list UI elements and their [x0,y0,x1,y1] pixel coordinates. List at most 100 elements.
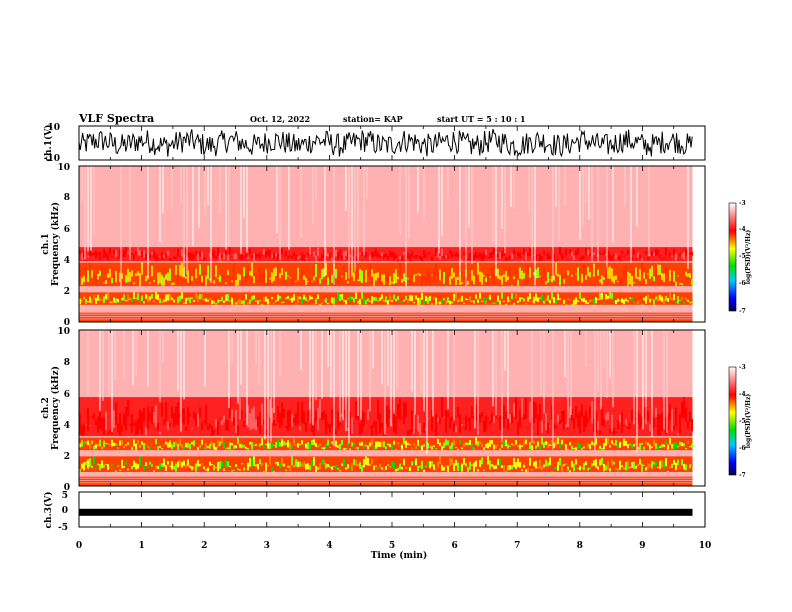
spec1-ytick-2: 2 [64,287,70,297]
spectrogram-cell [601,292,603,300]
spectrogram-cell [465,415,467,430]
spectrogram-cell [445,439,447,446]
spectrogram-cell [597,269,599,276]
spectrogram-cell [661,460,663,468]
spectrogram-cell [167,294,169,301]
spectrogram-cell [195,251,197,256]
spectrogram-cell [349,254,351,258]
spectrogram-cell [539,459,541,469]
spectrogram-cell [421,445,423,451]
spectrogram-cell [81,463,83,469]
spectrogram-cell [305,443,307,449]
spectrogram-cell [613,254,615,256]
spectrogram-cell [393,410,395,433]
spectrogram-cell [667,471,669,473]
spectrogram-cell [295,303,297,305]
spectrogram-cell [139,445,141,448]
spectrogram-cell [539,446,541,450]
spectrogram-cell [457,462,459,471]
spectrogram-cell [241,410,243,420]
spectrogram-cell [515,462,517,469]
spectrogram-cell [311,459,313,466]
ch1-ylabel: ch.1(V) [43,125,54,162]
spectrogram-cell [207,467,209,472]
spectrogram-cell [99,439,101,447]
spectrogram-cell [167,461,169,465]
spectrogram-cell [387,406,389,427]
spectrogram-cell [683,274,685,276]
spectrogram-cell [525,439,527,445]
spectrogram-cell [453,254,455,257]
spectrogram-cell [163,458,165,467]
spectrogram-cell [413,460,415,465]
spectrogram-cell [437,252,439,258]
spectrogram-cell [647,294,649,300]
spectrogram-cell [493,465,495,469]
spectrogram-cell [403,273,405,282]
spectrogram-cell [407,468,409,471]
spectrogram-cell [375,272,377,281]
spectrogram-cell [385,405,387,424]
spectrogram-cell [579,292,581,300]
spectrogram-cell [315,465,317,472]
spectrogram-cell [95,444,97,449]
spectrogram-cell [363,276,365,278]
spectrogram-cell [529,293,531,300]
spectrogram-cell [161,252,163,261]
spectrogram-cell [401,444,403,450]
spectrogram-cell [691,418,693,432]
spectrogram-cell [563,464,565,467]
spectrogram-cell [683,463,685,470]
spectrogram-cell [323,250,325,259]
spectrogram-cell [525,276,527,285]
spectrogram-cell [153,412,155,423]
spectrogram-cell [411,410,413,433]
spectrogram-cell [355,447,357,449]
spectrogram-cell [157,272,159,285]
spec2-ytick-0: 0 [64,483,70,493]
spectrogram-cell [105,442,107,445]
spectrogram-cell [337,467,339,470]
spectrogram-cell [487,296,489,300]
spectrogram-cell [235,445,237,449]
spectrogram-cell [675,301,677,304]
spectrogram-cell [249,441,251,445]
spectrogram-cell [511,443,513,445]
spectrogram-cell [349,266,351,277]
spectrogram-cell [239,443,241,448]
spectrogram-cell [475,275,477,281]
spectrogram-cell [279,273,281,279]
spectrogram-cell [631,409,633,423]
spectrogram-cell [659,445,661,449]
spectrogram-cell [583,297,585,303]
spectrogram-cell [109,268,111,278]
spectrogram-cell [623,424,625,426]
spectrogram-cell [281,402,283,426]
spectrogram-cell [365,424,367,426]
spectrogram-cell [639,269,641,281]
spectrogram-cell [215,265,217,277]
spectrogram-cell [309,465,311,471]
spectrogram-cell [373,296,375,301]
spectrogram-cell [239,469,241,471]
spectrogram-cell [275,300,277,302]
spectrogram-cell [513,458,515,467]
spectrogram-cell [573,417,575,430]
spectrogram-cell [89,425,91,427]
spectrogram-cell [417,255,419,257]
ch1-spectrogram-image [79,166,693,322]
x-axis-ticks [78,126,706,527]
spectrogram-cell [175,463,177,472]
spectrogram-cell [691,251,693,256]
spectrogram-cell [657,413,659,436]
spectrogram-cell [283,301,285,303]
spectrogram-cell [113,410,115,428]
spectrogram-cell [471,406,473,419]
spectrogram-cell [533,272,535,276]
spectrogram-cell [163,277,165,286]
spectrogram-cell [571,251,573,257]
spectrogram-cell [135,297,137,299]
spectrogram-cell [245,446,247,449]
spectrogram-cell [403,437,405,444]
